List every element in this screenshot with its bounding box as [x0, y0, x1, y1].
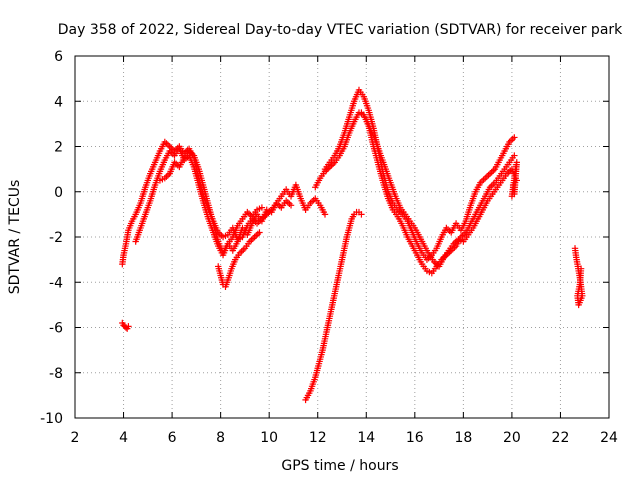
x-tick-label: 18	[454, 430, 472, 446]
y-tick-label: -4	[49, 275, 63, 291]
x-axis-label: GPS time / hours	[281, 458, 398, 474]
series-track-11	[571, 245, 586, 309]
y-tick-label: -10	[40, 411, 63, 427]
data-point-interp	[238, 248, 245, 255]
y-axis-label: SDTVAR / TECUs	[7, 180, 23, 295]
data-point-interp	[308, 198, 316, 205]
data-point-interp	[247, 211, 254, 219]
data-point-interp	[240, 246, 247, 254]
data-point-interp	[286, 200, 293, 208]
data-point-interp	[323, 166, 330, 174]
data-point	[509, 181, 517, 189]
data-point-interp	[249, 235, 257, 242]
x-tick-label: 20	[503, 430, 521, 446]
x-ticks: 2 4 6 8 10 12 14 16 18 20 22 24	[71, 56, 618, 446]
data-point-interp	[245, 210, 253, 217]
series-track-6	[312, 109, 518, 277]
series-track-4	[215, 229, 263, 290]
data-point	[256, 229, 263, 236]
x-tick-label: 4	[119, 430, 128, 446]
data-point	[486, 170, 494, 177]
x-tick-label: 8	[216, 430, 225, 446]
data-point	[511, 152, 518, 159]
data-point	[125, 323, 132, 330]
data-point-interp	[169, 150, 177, 158]
data-point	[577, 265, 585, 272]
y-tick-label: 2	[54, 140, 63, 156]
x-tick-label: 2	[71, 430, 80, 446]
x-tick-label: 22	[552, 430, 570, 446]
x-tick-label: 10	[260, 430, 278, 446]
x-tick-label: 16	[406, 430, 424, 446]
series-track-9	[119, 319, 132, 332]
data-point-interp	[276, 202, 283, 210]
y-tick-label: 6	[54, 49, 63, 65]
data-point	[482, 174, 489, 182]
x-tick-label: 6	[168, 430, 177, 446]
data-point-interp	[483, 173, 491, 180]
data-point-interp	[328, 162, 335, 169]
data-point-interp	[325, 165, 332, 172]
data-point-interp	[485, 171, 492, 179]
y-ticks: -10 -8 -6 -4 -2 0 2 4 6	[40, 49, 609, 427]
y-tick-label: 4	[54, 94, 63, 110]
series-track-3	[156, 147, 266, 257]
data-points	[119, 86, 586, 404]
data-point-interp	[254, 230, 262, 238]
series-track-7	[358, 109, 520, 270]
y-tick-label: -6	[49, 321, 63, 337]
data-point-interp	[248, 236, 255, 244]
data-point-interp	[253, 232, 260, 239]
data-point	[258, 204, 266, 211]
series-track-10	[508, 159, 520, 200]
x-tick-label: 24	[600, 430, 618, 446]
y-tick-label: 0	[54, 185, 63, 201]
data-point	[287, 202, 295, 209]
data-point-interp	[329, 160, 337, 168]
data-point-interp	[488, 168, 495, 176]
data-point-interp	[509, 135, 516, 143]
grid	[75, 56, 609, 418]
chart-title: Day 358 of 2022, Sidereal Day-to-day VTE…	[58, 22, 623, 38]
data-point-interp	[284, 199, 291, 206]
data-point-interp	[480, 176, 487, 183]
y-tick-label: -8	[49, 366, 63, 382]
y-tick-label: -2	[49, 230, 63, 246]
x-tick-label: 14	[357, 430, 375, 446]
data-point-interp	[310, 196, 317, 204]
series-track-8	[302, 208, 365, 404]
data-point	[321, 211, 329, 218]
data-point	[251, 233, 258, 241]
data-point-interp	[164, 141, 172, 149]
x-tick-label: 12	[309, 430, 327, 446]
data-point	[511, 134, 518, 141]
data-point	[358, 211, 365, 218]
